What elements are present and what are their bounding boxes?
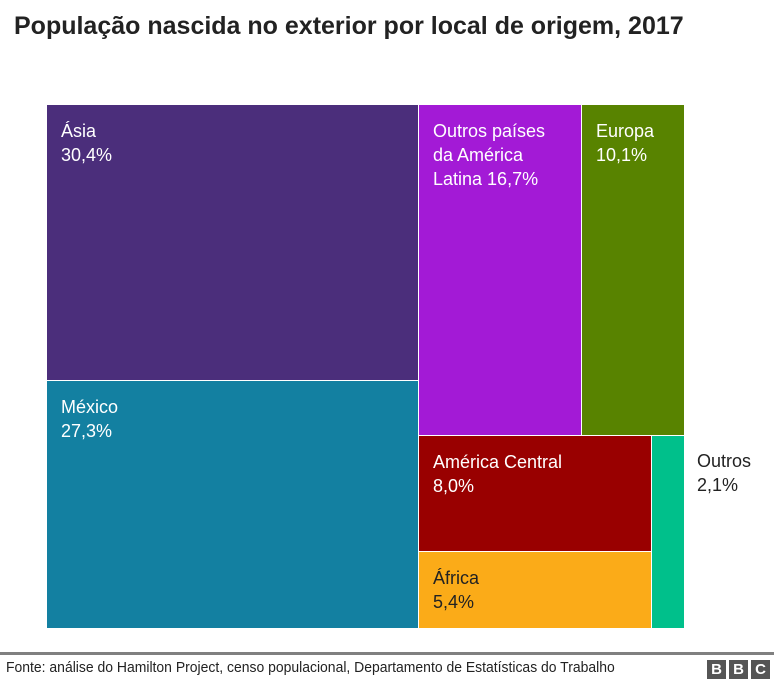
treemap-cell-4: América Central 8,0% — [418, 435, 652, 552]
treemap-cell-6 — [651, 435, 685, 629]
chart-title: População nascida no exterior por local … — [14, 12, 684, 40]
treemap-label: México 27,3% — [61, 397, 119, 441]
treemap-label: Ásia 30,4% — [61, 121, 113, 165]
source-note: Fonte: análise do Hamilton Project, cens… — [6, 659, 615, 676]
logo-letter: C — [751, 660, 770, 679]
treemap-cell-3: Europa 10,1% — [581, 104, 685, 436]
logo-letter: B — [707, 660, 726, 679]
treemap-cell-5: África 5,4% — [418, 551, 652, 629]
treemap-label: Outros 2,1% — [697, 451, 752, 495]
bbc-logo: B B C — [707, 660, 770, 679]
treemap-cell-1: México 27,3% — [46, 380, 419, 629]
treemap-label: África 5,4% — [433, 568, 480, 612]
treemap-label: Outros países da América Latina 16,7% — [433, 121, 546, 189]
treemap-cell-0: Ásia 30,4% — [46, 104, 419, 381]
treemap-label: Europa 10,1% — [596, 121, 655, 165]
logo-letter: B — [729, 660, 748, 679]
treemap-cell-2: Outros países da América Latina 16,7% — [418, 104, 582, 436]
treemap-label: América Central 8,0% — [433, 452, 563, 496]
footer-divider — [0, 652, 774, 655]
